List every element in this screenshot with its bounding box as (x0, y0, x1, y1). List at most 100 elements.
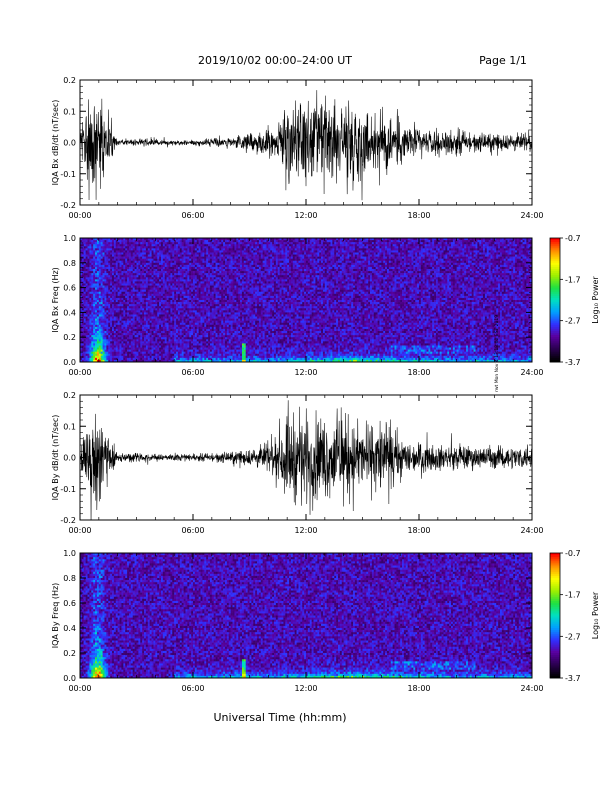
heat-cell (182, 300, 184, 302)
heat-cell (219, 269, 221, 271)
heat-cell (221, 321, 223, 323)
heat-cell (163, 327, 165, 329)
heat-cell (155, 248, 157, 250)
heat-cell (133, 354, 135, 356)
heat-cell (152, 273, 154, 275)
heat-cell (167, 312, 169, 314)
heat-cell (84, 290, 86, 292)
heat-cell (86, 348, 88, 350)
heat-cell (142, 325, 144, 327)
heat-cell (201, 255, 203, 257)
heat-cell (121, 257, 123, 259)
heat-cell (184, 321, 186, 323)
heat-cell (178, 269, 180, 271)
heat-cell (131, 310, 133, 312)
heat-cell (88, 269, 90, 271)
heat-cell (140, 345, 142, 347)
heat-cell (91, 348, 93, 350)
heat-cell (114, 335, 116, 337)
heat-cell (184, 259, 186, 261)
heat-cell (161, 250, 163, 252)
heat-cell (201, 242, 203, 244)
heat-cell (204, 265, 206, 267)
heat-cell (161, 341, 163, 343)
heat-cell (138, 244, 140, 246)
heat-cell (125, 337, 127, 339)
heat-cell (212, 354, 214, 356)
heat-cell (110, 314, 112, 316)
heat-cell (195, 325, 197, 327)
heat-cell (152, 306, 154, 308)
heat-cell (163, 244, 165, 246)
heat-cell (178, 312, 180, 314)
heat-cell (99, 296, 101, 298)
heat-cell (95, 331, 97, 333)
heat-cell (202, 248, 204, 250)
heat-cell (191, 306, 193, 308)
heat-cell (221, 250, 223, 252)
heat-cell (123, 348, 125, 350)
heat-cell (204, 242, 206, 244)
heat-cell (197, 286, 199, 288)
heat-cell (155, 242, 157, 244)
heat-cell (116, 317, 118, 319)
heat-cell (202, 273, 204, 275)
heat-cell (202, 341, 204, 343)
heat-cell (223, 329, 225, 331)
heat-cell (142, 343, 144, 345)
heat-cell (178, 275, 180, 277)
heat-cell (104, 337, 106, 339)
heat-cell (180, 267, 182, 269)
heat-cell (204, 273, 206, 275)
heat-cell (89, 308, 91, 310)
heat-cell (142, 250, 144, 252)
heat-cell (114, 250, 116, 252)
heat-cell (121, 294, 123, 296)
heat-cell (88, 242, 90, 244)
heat-cell (133, 345, 135, 347)
heat-cell (127, 252, 129, 254)
heat-cell (82, 259, 84, 261)
heat-cell (170, 288, 172, 290)
heat-cell (223, 354, 225, 356)
heat-cell (214, 296, 216, 298)
heat-cell (93, 337, 95, 339)
heat-cell (88, 248, 90, 250)
heat-cell (123, 306, 125, 308)
heat-cell (170, 310, 172, 312)
heat-cell (208, 345, 210, 347)
heat-cell (144, 290, 146, 292)
heat-cell (197, 267, 199, 269)
heat-cell (97, 288, 99, 290)
heat-cell (185, 300, 187, 302)
heat-cell (114, 333, 116, 335)
heat-cell (120, 273, 122, 275)
heat-cell (118, 337, 120, 339)
heat-cell (101, 356, 103, 358)
heat-cell (103, 319, 105, 321)
heat-cell (93, 306, 95, 308)
heat-cell (176, 292, 178, 294)
heat-cell (191, 337, 193, 339)
heat-cell (225, 261, 227, 263)
heat-cell (86, 302, 88, 304)
heat-cell (108, 312, 110, 314)
heat-cell (153, 269, 155, 271)
heat-cell (157, 337, 159, 339)
heat-cell (142, 302, 144, 304)
heat-cell (146, 306, 148, 308)
heat-cell (93, 321, 95, 323)
heat-cell (112, 281, 114, 283)
heat-cell (161, 288, 163, 290)
heat-cell (170, 292, 172, 294)
heat-cell (201, 269, 203, 271)
heat-cell (116, 321, 118, 323)
heat-cell (84, 298, 86, 300)
heat-cell (84, 271, 86, 273)
heat-cell (159, 271, 161, 273)
heat-cell (193, 333, 195, 335)
heat-cell (212, 341, 214, 343)
heat-cell (118, 308, 120, 310)
heat-cell (178, 310, 180, 312)
heat-cell (206, 252, 208, 254)
